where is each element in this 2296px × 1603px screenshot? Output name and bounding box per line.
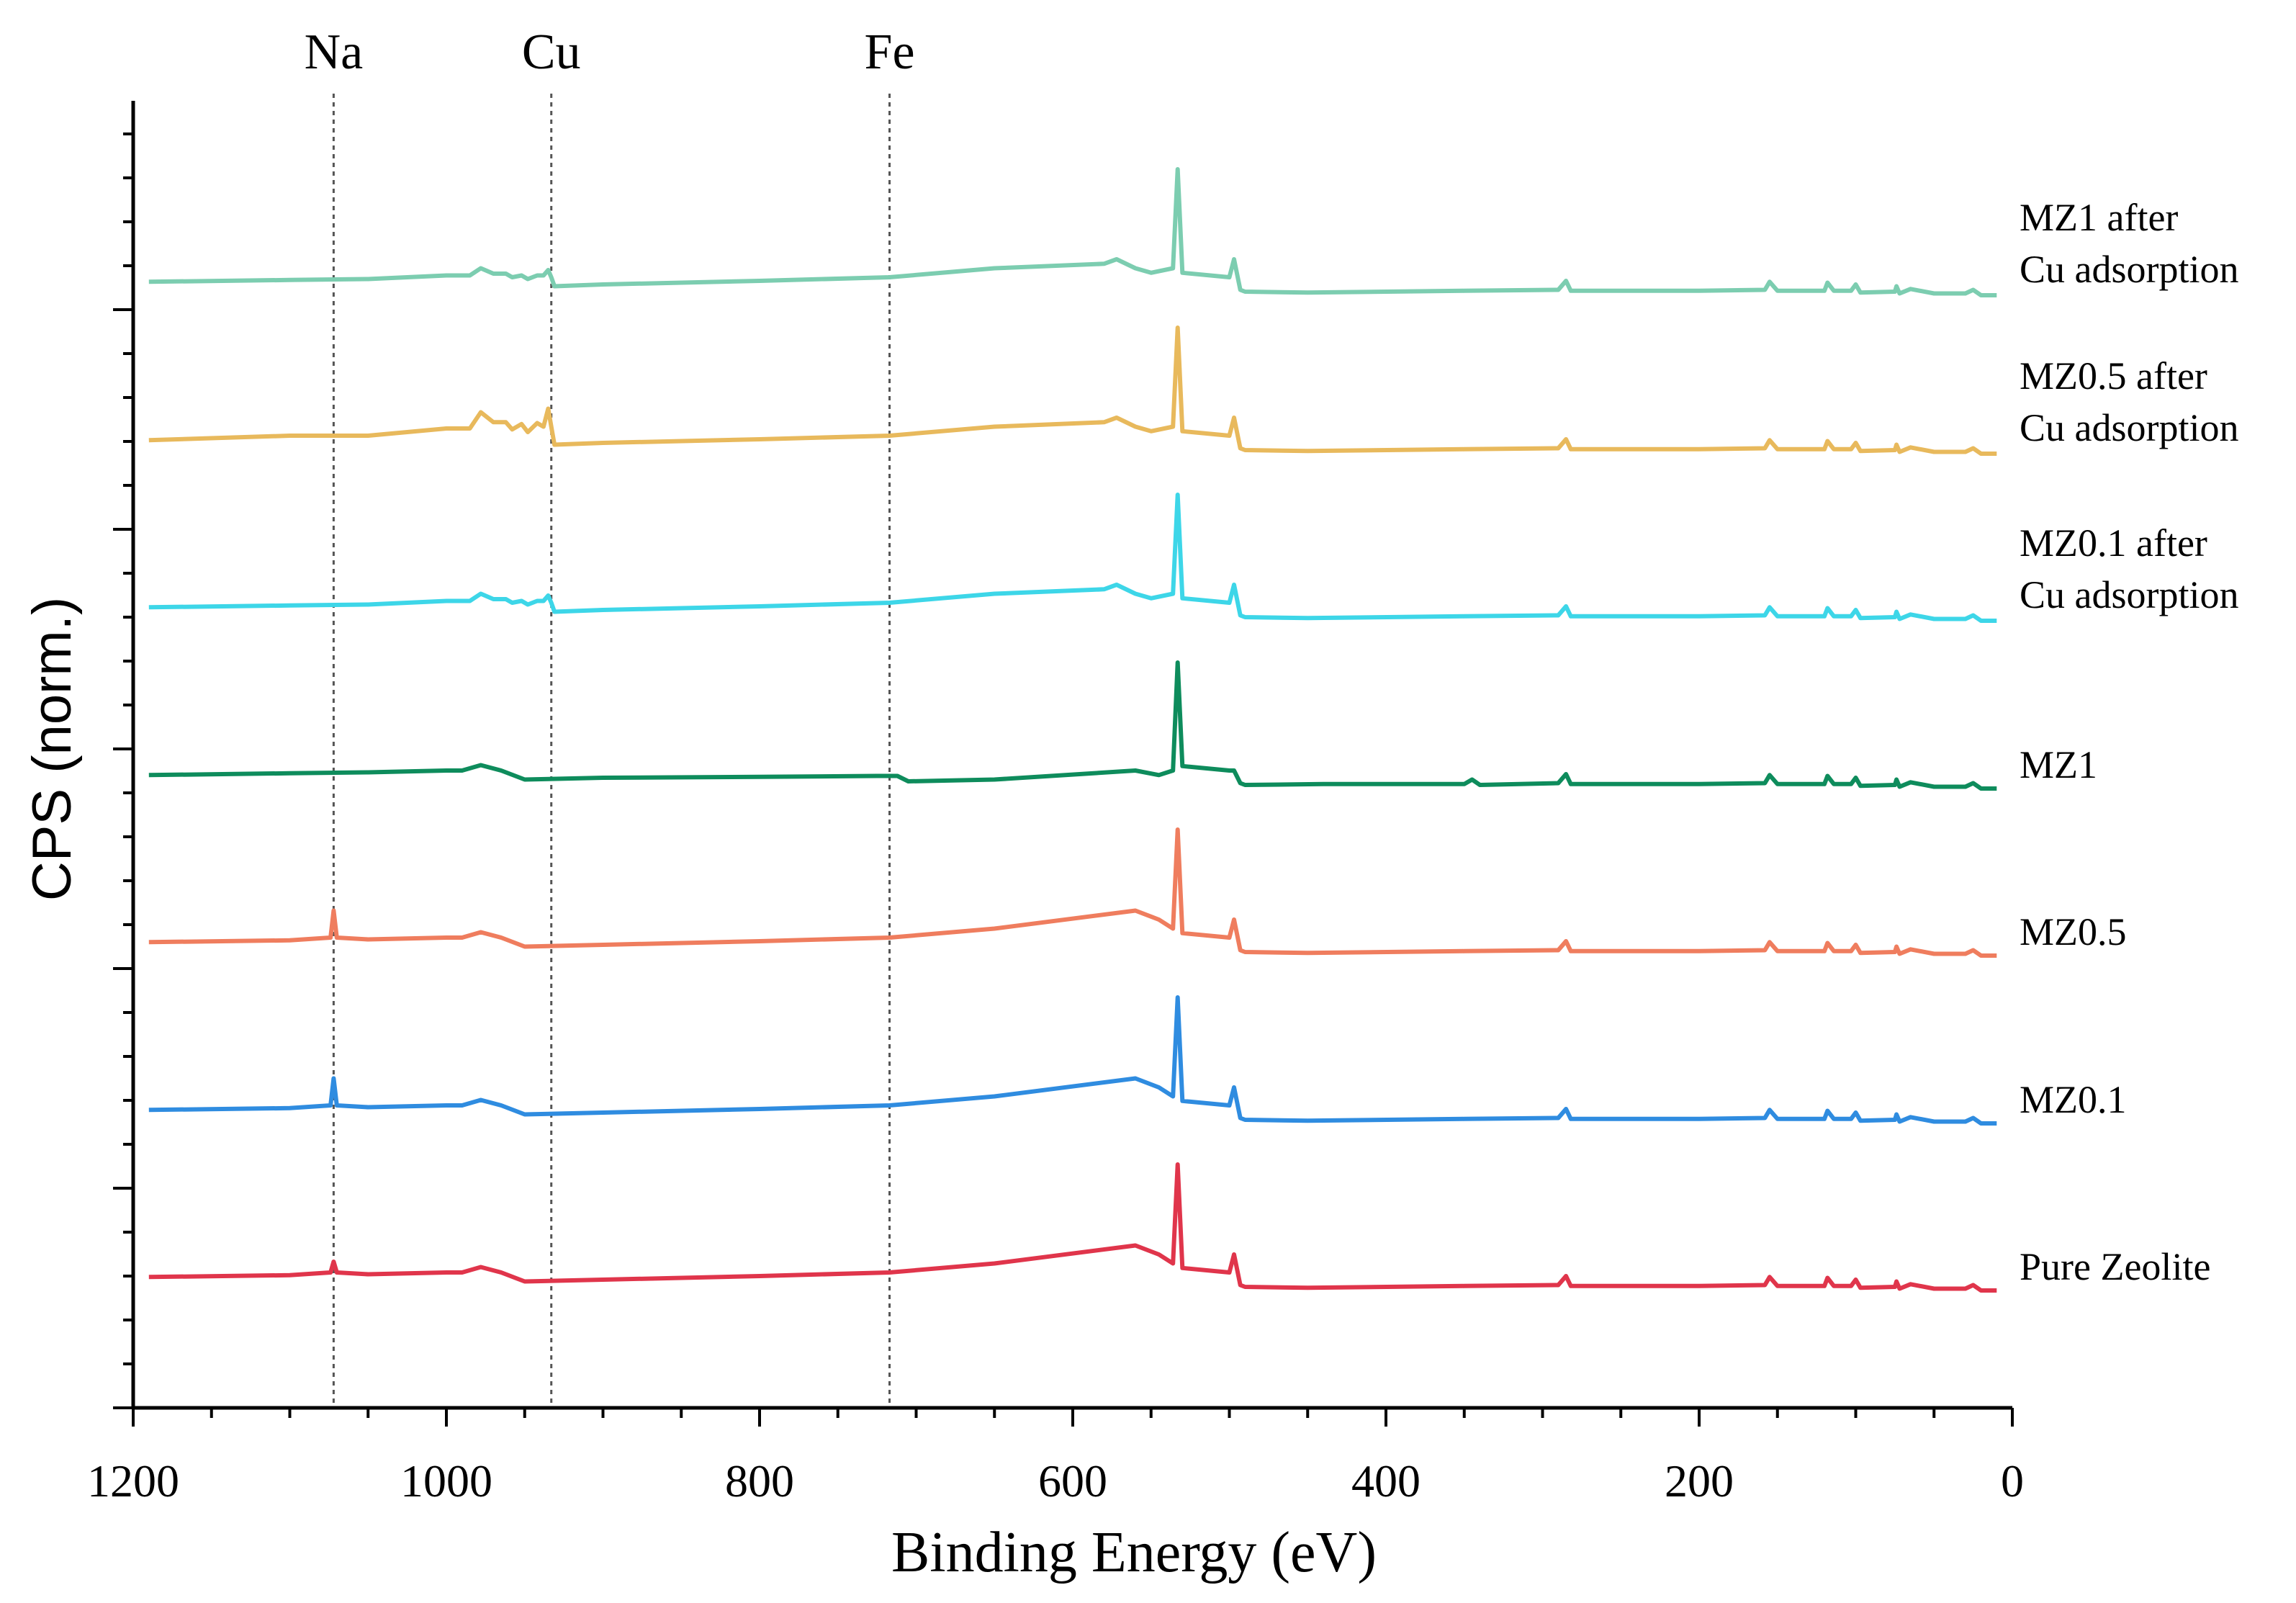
series-line-4: [148, 493, 1997, 623]
series-label-5-line-1: Cu adsorption: [2020, 406, 2239, 449]
series-line-5: [148, 325, 1997, 456]
ref-label-cu: Cu: [522, 24, 581, 80]
series-line-6: [148, 167, 1997, 297]
x-tick-label: 200: [1665, 1455, 1734, 1507]
series-line-1: [148, 995, 1997, 1126]
x-tick-label: 600: [1038, 1455, 1107, 1507]
series-line-2: [148, 827, 1997, 958]
ref-label-na: Na: [305, 24, 364, 80]
x-tick-label: 800: [725, 1455, 794, 1507]
y-axis-title: CPS (norm.): [22, 597, 83, 901]
series-line-0: [148, 1162, 1997, 1293]
series-label-0-line-0: Pure Zeolite: [2020, 1245, 2210, 1288]
x-tick-label: 0: [2001, 1455, 2024, 1507]
series-label-4-line-1: Cu adsorption: [2020, 573, 2239, 616]
series-label-5-line-0: MZ0.5 after: [2020, 354, 2207, 398]
x-tick-label: 1000: [400, 1455, 492, 1507]
series-label-6-line-1: Cu adsorption: [2020, 248, 2239, 291]
x-tick-label: 1200: [87, 1455, 179, 1507]
x-ticks-layer: 1200 1000 800 600 400 200 0: [87, 1408, 2024, 1507]
series-label-6-line-0: MZ1 after: [2020, 196, 2178, 239]
series-label-1-line-0: MZ0.1: [2020, 1078, 2127, 1121]
series-labels-layer: Pure Zeolite MZ0.1 MZ0.5 MZ1 MZ0.1 after Cu a…: [2020, 196, 2239, 1288]
reference-lines-layer: Na Cu Fe: [305, 24, 915, 1408]
ref-label-fe: Fe: [865, 24, 915, 80]
x-tick-label: 400: [1351, 1455, 1421, 1507]
y-ticks-layer: [113, 133, 133, 1409]
series-label-3-line-0: MZ1: [2020, 743, 2097, 786]
series-layer: [148, 167, 1997, 1293]
series-line-3: [148, 660, 1997, 791]
series-label-4-line-0: MZ0.1 after: [2020, 521, 2207, 565]
x-axis-title: Binding Energy (eV): [891, 1521, 1377, 1584]
series-label-2-line-0: MZ0.5: [2020, 910, 2127, 953]
axes-layer: [131, 101, 2012, 1410]
